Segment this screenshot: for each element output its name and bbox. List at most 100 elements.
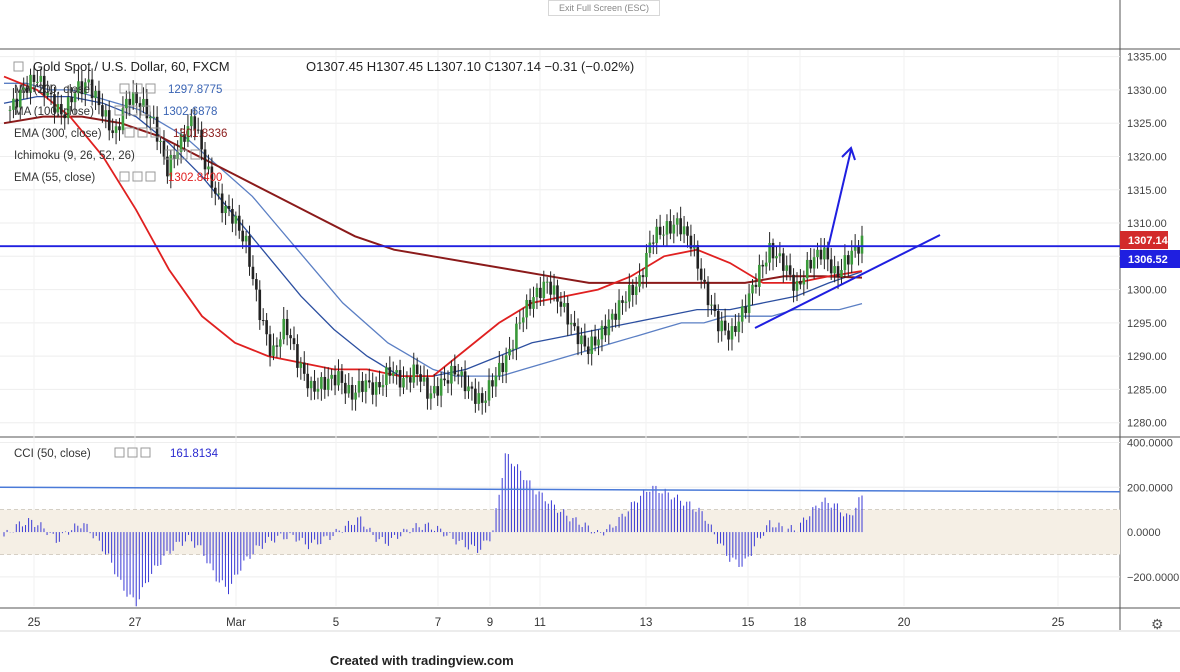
eye-icon[interactable] (119, 83, 130, 94)
candle-body (200, 129, 203, 150)
candle-body (385, 367, 388, 386)
candle-body (398, 370, 402, 388)
settings-icon[interactable] (127, 105, 138, 116)
close-icon[interactable] (140, 447, 151, 458)
candle-body (220, 193, 224, 214)
time-axis[interactable]: 25 27 Mar 5 7 9 11 13 15 18 20 25 (28, 617, 1065, 629)
candle-body (227, 205, 231, 209)
time-tick-label: 9 (487, 617, 493, 629)
cci-axis[interactable]: 400.0000 200.0000 0.0000 −200.0000 (1127, 437, 1179, 583)
time-tick-label: 25 (28, 617, 41, 629)
candle-body (583, 335, 587, 347)
candle-body (706, 281, 710, 306)
level-price-tag (1120, 250, 1180, 268)
ma100-line (3, 95, 863, 377)
indicator-label[interactable]: EMA (300, close) (14, 128, 102, 140)
candle-body (309, 380, 313, 389)
candle-body (792, 274, 795, 291)
candle-body (761, 264, 765, 267)
symbol-title[interactable]: Gold Spot / U.S. Dollar, 60, FXCM (33, 59, 230, 74)
eye-icon[interactable] (114, 447, 125, 458)
close-icon[interactable] (140, 105, 151, 116)
eye-icon[interactable] (119, 171, 130, 182)
candle-body (323, 376, 327, 390)
candle-body (628, 284, 631, 302)
time-tick-label: 25 (1052, 617, 1065, 629)
candle-body (487, 380, 491, 401)
candle-body (521, 317, 525, 323)
settings-icon[interactable] (137, 127, 148, 138)
candle-body (107, 110, 111, 131)
exit-fullscreen-button[interactable]: Exit Full Screen (ESC) (548, 0, 660, 16)
candle-body (80, 81, 84, 95)
candle-body (651, 242, 655, 244)
indicator-label[interactable]: MA (200, close) (14, 84, 94, 96)
ohlc-readout: O1307.45 H1307.45 L1307.10 C1307.14 −0.3… (306, 59, 634, 74)
candle-body (231, 208, 234, 224)
candle-body (829, 259, 833, 274)
eye-icon[interactable] (114, 105, 125, 116)
time-tick-label: 7 (435, 617, 441, 629)
level-price-label: 1306.52 (1128, 254, 1168, 266)
candle-body (224, 205, 227, 214)
indicator-value: 1301.8336 (173, 128, 227, 140)
indicator-value: 1302.8400 (168, 172, 222, 184)
candle-body (525, 299, 528, 318)
candle-body (751, 284, 754, 294)
indicator-label[interactable]: Ichimoku (9, 26, 52, 26) (14, 150, 135, 162)
close-icon[interactable] (145, 83, 156, 94)
settings-icon[interactable] (132, 83, 143, 94)
candle-body (788, 265, 792, 275)
settings-icon[interactable] (132, 171, 143, 182)
candle-body (53, 94, 56, 113)
candle-body (63, 114, 67, 119)
candle-body (196, 129, 200, 131)
candle-body (272, 345, 275, 356)
cci-trendline[interactable] (0, 486, 1121, 493)
candle-body (101, 105, 104, 117)
eye-icon[interactable] (164, 149, 175, 160)
collapse-icon[interactable] (13, 61, 24, 72)
candle-body (566, 303, 570, 325)
candle-body (771, 242, 775, 259)
candle-body (703, 279, 706, 282)
candle-body (388, 367, 392, 376)
time-tick-label: Mar (226, 617, 246, 629)
settings-icon[interactable] (177, 149, 188, 160)
indicator-label[interactable]: MA (100, close) (14, 106, 94, 118)
cci-tick-label: 400.0000 (1127, 437, 1173, 449)
candle-body (395, 370, 398, 373)
candle-body (90, 79, 94, 99)
candle-body (737, 321, 741, 332)
close-icon[interactable] (150, 127, 161, 138)
candle-body (467, 386, 470, 392)
close-icon[interactable] (190, 149, 201, 160)
settings-icon[interactable] (127, 447, 138, 458)
projection-arrow[interactable] (827, 149, 852, 249)
gear-icon[interactable]: ⚙ (1151, 616, 1164, 632)
candle-body (744, 306, 747, 314)
support-trendline[interactable] (754, 234, 941, 329)
candle-body (25, 87, 29, 93)
candle-body (518, 322, 522, 324)
candle-body (532, 297, 535, 309)
candle-body (29, 74, 32, 93)
candle-body (46, 92, 49, 96)
candle-body (179, 134, 183, 152)
eye-icon[interactable] (124, 127, 135, 138)
close-icon[interactable] (145, 171, 156, 182)
arrow-head-icon (841, 146, 856, 161)
candle-body (121, 108, 125, 131)
candle-body (624, 301, 628, 303)
candle-body (443, 378, 446, 381)
candle-body (699, 268, 703, 280)
candle-body (528, 299, 532, 309)
candle-body (217, 193, 221, 195)
time-tick-label: 15 (742, 617, 755, 629)
candle-body (686, 226, 689, 236)
indicator-label[interactable]: EMA (55, close) (14, 172, 95, 184)
candle-body (56, 104, 60, 113)
cci-label[interactable]: CCI (50, close) (14, 448, 91, 460)
candle-body (456, 374, 460, 376)
